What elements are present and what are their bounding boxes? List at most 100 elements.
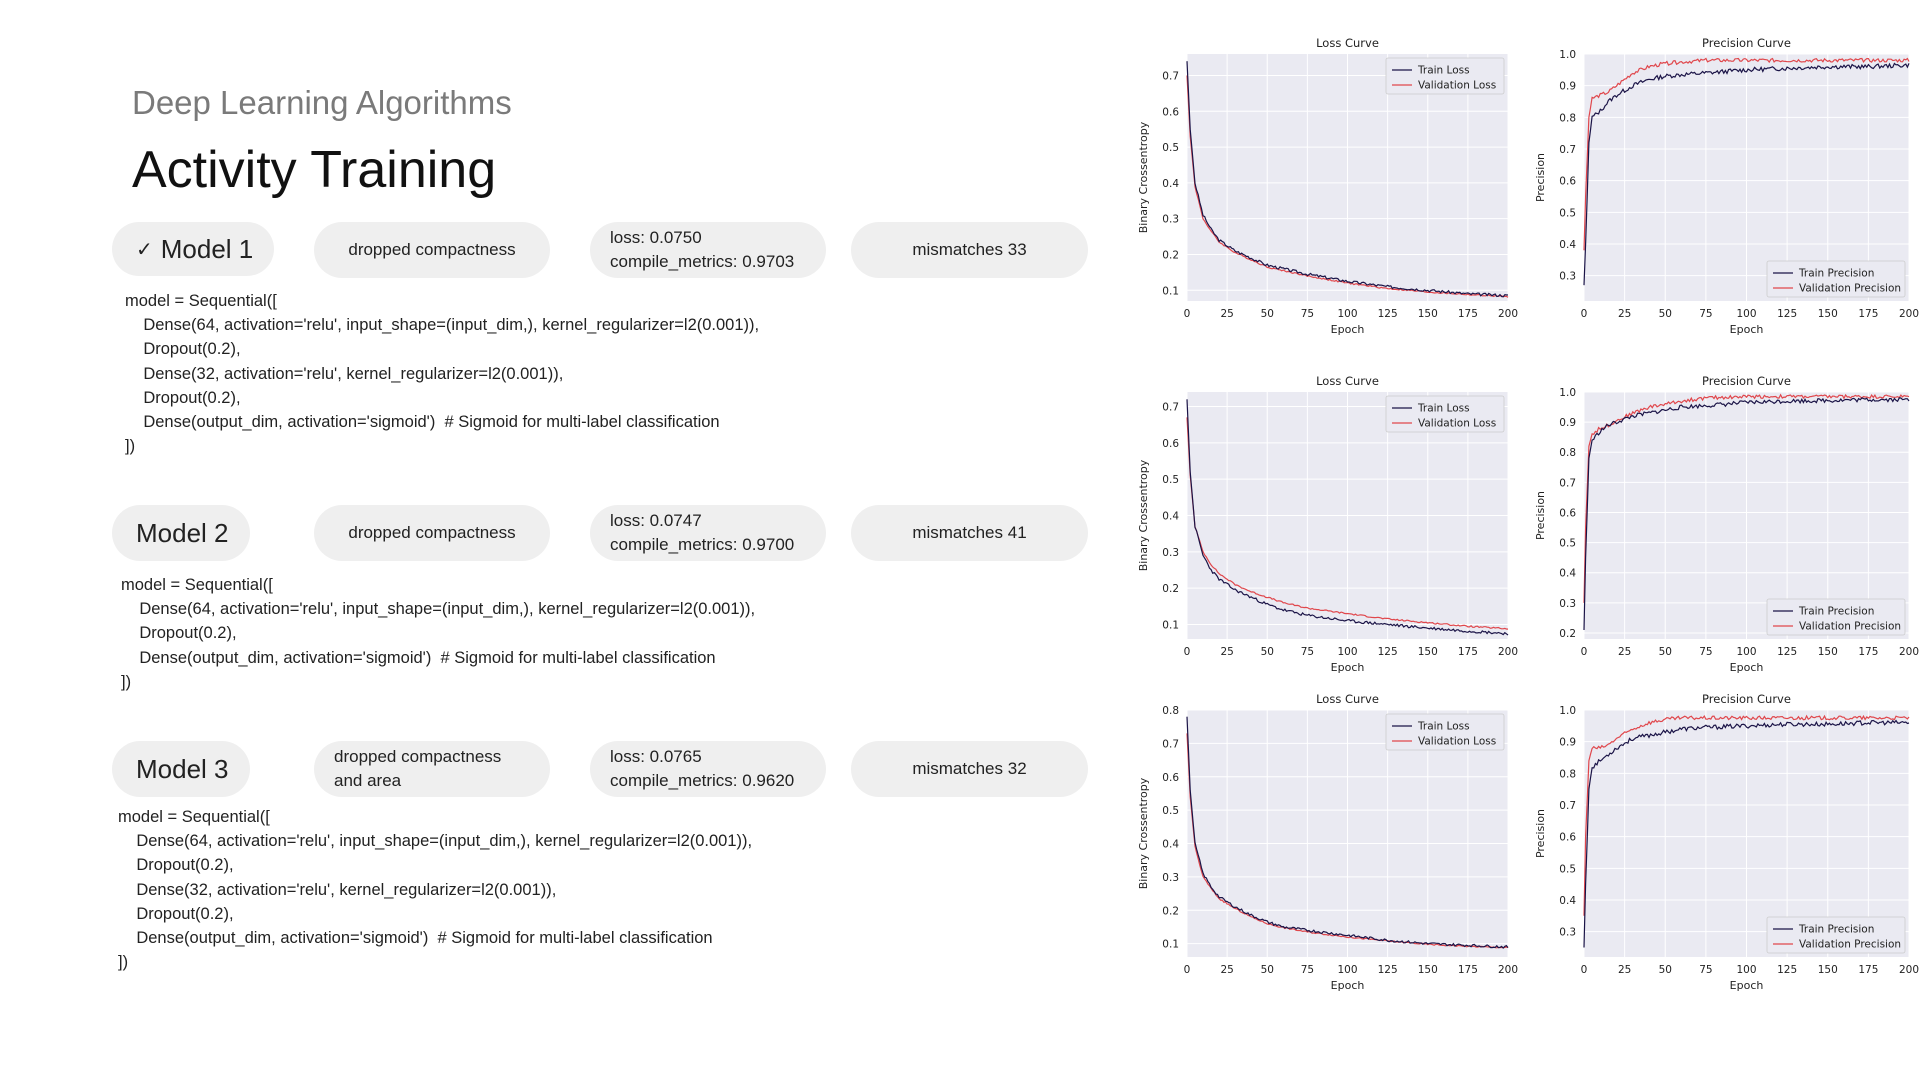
validation-series-line bbox=[1583, 57, 1910, 251]
y-tick-label: 0.6 bbox=[1162, 106, 1179, 118]
precision-curve-chart-model-3: Precision Curve 0 25 50 75 100 125 150 175 200 0.3… bbox=[1534, 692, 1919, 992]
y-tick-label: 0.4 bbox=[1559, 895, 1576, 907]
y-axis-label: Binary Crossentropy bbox=[1137, 777, 1150, 889]
mismatches-label: mismatches 33 bbox=[912, 240, 1027, 259]
y-tick-label: 0.3 bbox=[1162, 214, 1179, 226]
dropped-features-chip: dropped compactness and area bbox=[314, 741, 550, 797]
y-tick-label: 0.4 bbox=[1559, 239, 1576, 251]
legend-label: Validation Precision bbox=[1799, 621, 1901, 633]
x-tick-label: 150 bbox=[1818, 964, 1838, 976]
x-tick-label: 25 bbox=[1618, 964, 1631, 976]
mismatches-label: mismatches 41 bbox=[912, 523, 1027, 542]
check-icon: ✓ bbox=[136, 238, 153, 261]
chart-title: Precision Curve bbox=[1702, 374, 1791, 388]
metrics-chip: loss: 0.0765 compile_metrics: 0.9620 bbox=[590, 741, 826, 797]
x-tick-label: 175 bbox=[1458, 308, 1478, 320]
legend-label: Train Precision bbox=[1798, 268, 1874, 280]
x-tick-label: 125 bbox=[1777, 646, 1797, 658]
train-series-line bbox=[1186, 61, 1509, 298]
y-tick-label: 0.6 bbox=[1162, 438, 1179, 450]
y-tick-label: 0.3 bbox=[1162, 872, 1179, 884]
dropped-features-chip: dropped compactness bbox=[314, 222, 550, 278]
y-tick-label: 0.6 bbox=[1559, 832, 1576, 844]
x-tick-label: 175 bbox=[1858, 964, 1878, 976]
model-2-tab[interactable]: Model 2 bbox=[112, 505, 250, 561]
precision-curve-chart-model-2: Precision Curve 0 25 50 75 100 125 150 175 200 0.2… bbox=[1534, 374, 1919, 674]
x-tick-label: 125 bbox=[1378, 964, 1398, 976]
train-series-line bbox=[1186, 399, 1509, 636]
model-name: Model 3 bbox=[136, 753, 229, 784]
model-1-code: model = Sequential([ Dense(64, activatio… bbox=[125, 292, 760, 456]
chart-title: Precision Curve bbox=[1702, 36, 1791, 50]
legend-label: Validation Precision bbox=[1799, 283, 1901, 295]
y-tick-label: 0.8 bbox=[1559, 768, 1576, 780]
y-tick-label: 0.7 bbox=[1162, 738, 1179, 750]
y-tick-label: 0.8 bbox=[1559, 447, 1576, 459]
validation-series-line bbox=[1583, 714, 1910, 916]
legend-box bbox=[1766, 916, 1906, 954]
y-tick-label: 0.5 bbox=[1162, 474, 1179, 486]
y-tick-label: 1.0 bbox=[1559, 49, 1576, 61]
y-tick-label: 0.2 bbox=[1162, 583, 1179, 595]
x-tick-label: 75 bbox=[1699, 964, 1712, 976]
y-axis-label: Binary Crossentropy bbox=[1137, 121, 1150, 233]
model-3-code: model = Sequential([ Dense(64, activatio… bbox=[118, 808, 753, 972]
x-axis-label: Epoch bbox=[1331, 661, 1365, 674]
y-tick-label: 0.5 bbox=[1559, 207, 1576, 219]
x-axis-label: Epoch bbox=[1331, 323, 1365, 336]
x-tick-label: 125 bbox=[1777, 964, 1797, 976]
x-tick-label: 75 bbox=[1301, 964, 1314, 976]
validation-series-line bbox=[1186, 417, 1509, 630]
loss-value: loss: 0.0750 bbox=[610, 228, 702, 247]
y-tick-label: 0.3 bbox=[1559, 927, 1576, 939]
train-series-line bbox=[1583, 397, 1910, 631]
x-axis-label: Epoch bbox=[1730, 661, 1764, 674]
y-tick-label: 0.4 bbox=[1162, 839, 1179, 851]
chart-title: Precision Curve bbox=[1702, 692, 1791, 706]
page-subtitle: Deep Learning Algorithms bbox=[132, 84, 512, 121]
legend-box bbox=[1385, 713, 1505, 751]
x-tick-label: 0 bbox=[1184, 964, 1191, 976]
y-tick-label: 0.7 bbox=[1559, 144, 1576, 156]
y-tick-label: 0.7 bbox=[1162, 402, 1179, 414]
x-tick-label: 175 bbox=[1858, 646, 1878, 658]
x-tick-label: 125 bbox=[1378, 646, 1398, 658]
x-tick-label: 100 bbox=[1337, 646, 1357, 658]
train-series-line bbox=[1583, 62, 1910, 286]
dropped-features-chip: dropped compactness bbox=[314, 505, 550, 561]
x-tick-label: 200 bbox=[1498, 964, 1518, 976]
y-tick-label: 0.4 bbox=[1162, 178, 1179, 190]
y-axis-label: Precision bbox=[1534, 153, 1547, 202]
model-1-tab[interactable]: ✓ Model 1 bbox=[112, 222, 274, 276]
y-tick-label: 0.8 bbox=[1162, 705, 1179, 717]
y-tick-label: 0.4 bbox=[1162, 511, 1179, 523]
x-tick-label: 150 bbox=[1418, 308, 1438, 320]
legend-label: Train Precision bbox=[1798, 924, 1874, 936]
y-axis-label: Binary Crossentropy bbox=[1137, 459, 1150, 571]
legend-label: Train Precision bbox=[1798, 606, 1874, 618]
mismatches-chip: mismatches 41 bbox=[851, 505, 1088, 561]
model-3-tab[interactable]: Model 3 bbox=[112, 741, 250, 797]
model-name: Model 2 bbox=[136, 517, 229, 548]
loss-value: loss: 0.0747 bbox=[610, 511, 702, 530]
validation-series-line bbox=[1583, 393, 1910, 603]
x-tick-label: 0 bbox=[1184, 308, 1191, 320]
x-tick-label: 200 bbox=[1498, 646, 1518, 658]
y-tick-label: 0.4 bbox=[1559, 568, 1576, 580]
x-tick-label: 75 bbox=[1301, 646, 1314, 658]
y-tick-label: 0.9 bbox=[1559, 417, 1576, 429]
y-tick-label: 0.2 bbox=[1559, 628, 1576, 640]
x-tick-label: 50 bbox=[1261, 964, 1274, 976]
x-tick-label: 100 bbox=[1736, 964, 1756, 976]
x-tick-label: 150 bbox=[1818, 646, 1838, 658]
compile-metrics-value: compile_metrics: 0.9700 bbox=[610, 535, 795, 554]
x-tick-label: 125 bbox=[1378, 308, 1398, 320]
dropped-features-label: dropped compactness bbox=[334, 747, 502, 766]
x-tick-label: 150 bbox=[1418, 646, 1438, 658]
x-axis-label: Epoch bbox=[1730, 323, 1764, 336]
chart-title: Loss Curve bbox=[1316, 36, 1379, 50]
x-tick-label: 175 bbox=[1458, 964, 1478, 976]
metrics-chip: loss: 0.0747 compile_metrics: 0.9700 bbox=[590, 505, 826, 561]
x-tick-label: 25 bbox=[1220, 308, 1233, 320]
y-tick-label: 0.6 bbox=[1559, 176, 1576, 188]
